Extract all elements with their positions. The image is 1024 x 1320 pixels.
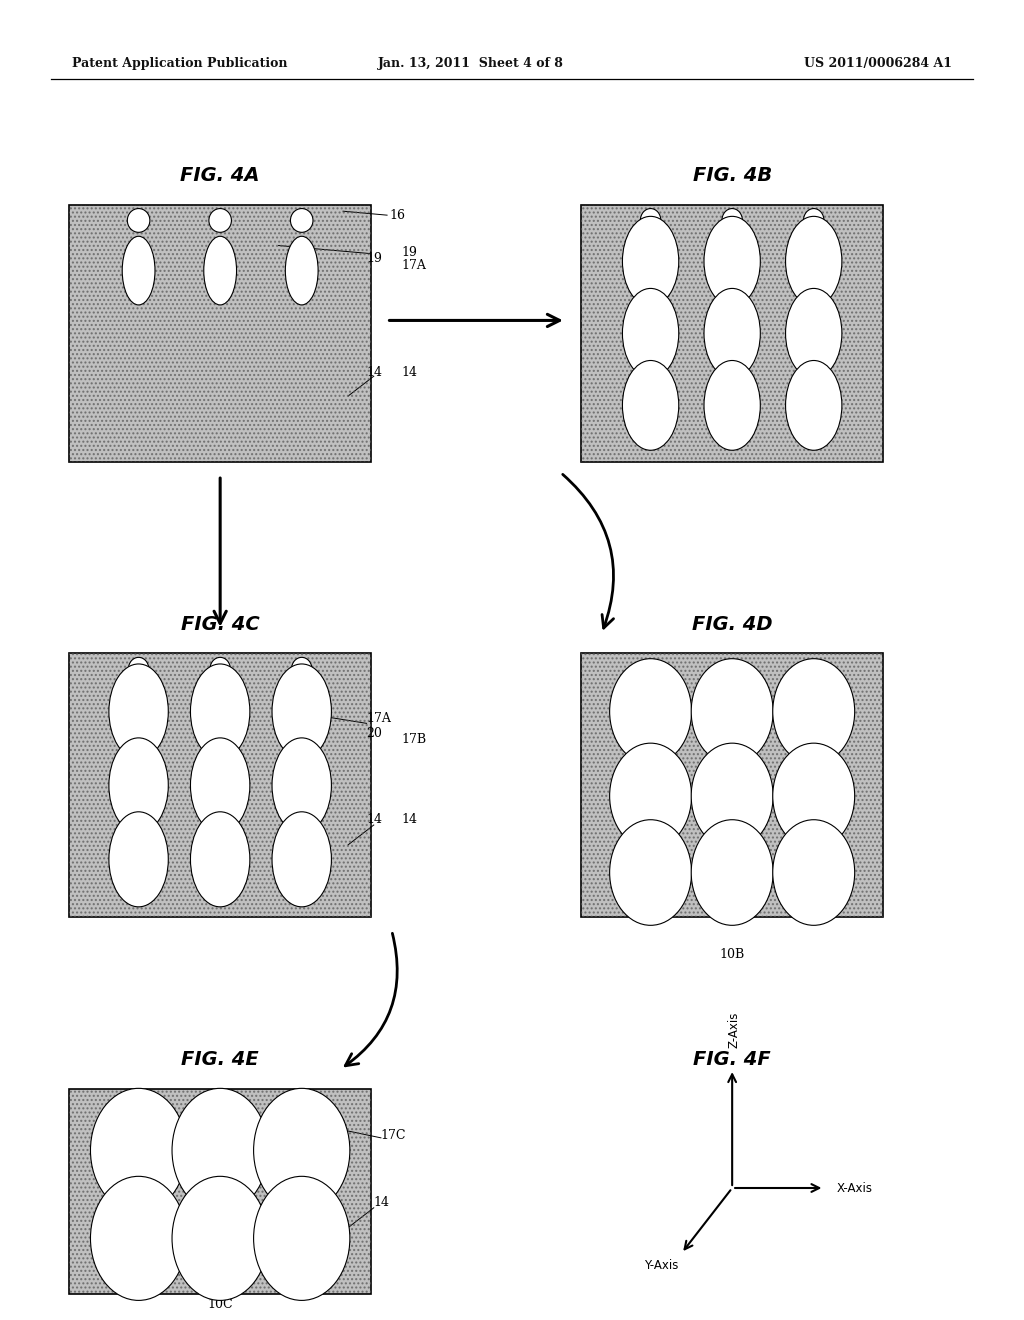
Ellipse shape (291, 209, 313, 232)
Bar (582, 653, 883, 917)
Ellipse shape (292, 657, 312, 681)
Circle shape (773, 659, 855, 764)
Ellipse shape (109, 812, 168, 907)
Ellipse shape (722, 209, 742, 232)
Circle shape (609, 743, 691, 849)
Ellipse shape (640, 209, 660, 232)
Circle shape (773, 743, 855, 849)
Circle shape (609, 659, 691, 764)
Ellipse shape (705, 360, 760, 450)
Text: X-Axis: X-Axis (837, 1181, 872, 1195)
Ellipse shape (122, 236, 155, 305)
Text: 14: 14 (401, 813, 418, 826)
Circle shape (90, 1088, 186, 1212)
Text: 17A: 17A (401, 259, 426, 272)
Ellipse shape (210, 657, 230, 681)
Text: Jan. 13, 2011  Sheet 4 of 8: Jan. 13, 2011 Sheet 4 of 8 (378, 57, 564, 70)
Ellipse shape (705, 216, 760, 306)
Circle shape (254, 1088, 350, 1212)
Text: Patent Application Publication: Patent Application Publication (72, 57, 287, 70)
Circle shape (609, 820, 691, 925)
Ellipse shape (190, 812, 250, 907)
Bar (70, 653, 371, 917)
Ellipse shape (623, 288, 679, 378)
Text: Y-Axis: Y-Axis (644, 1259, 679, 1272)
Bar (582, 205, 883, 462)
Ellipse shape (804, 209, 824, 232)
Ellipse shape (272, 812, 332, 907)
Text: 16: 16 (389, 209, 406, 222)
Ellipse shape (209, 209, 231, 232)
Bar (70, 205, 371, 462)
Circle shape (691, 820, 773, 925)
Text: FIG. 4D: FIG. 4D (692, 615, 772, 634)
Text: 14: 14 (374, 1196, 390, 1209)
Text: FIG. 4F: FIG. 4F (693, 1051, 771, 1069)
Text: 14: 14 (367, 813, 383, 826)
Circle shape (90, 1176, 186, 1300)
Ellipse shape (705, 288, 760, 378)
Ellipse shape (785, 288, 842, 378)
Text: US 2011/0006284 A1: US 2011/0006284 A1 (804, 57, 952, 70)
Text: 10B: 10B (720, 948, 744, 961)
Bar (70, 1089, 371, 1294)
Text: FIG. 4A: FIG. 4A (180, 166, 260, 185)
Circle shape (691, 743, 773, 849)
Text: 14: 14 (401, 366, 418, 379)
Ellipse shape (190, 664, 250, 759)
Circle shape (172, 1176, 268, 1300)
Ellipse shape (128, 657, 148, 681)
Text: Z-Axis: Z-Axis (728, 1011, 740, 1048)
Text: FIG. 4C: FIG. 4C (181, 615, 259, 634)
Text: 19: 19 (367, 252, 383, 265)
Text: FIG. 4B: FIG. 4B (692, 166, 772, 185)
Ellipse shape (623, 360, 679, 450)
Text: 17C: 17C (381, 1129, 407, 1142)
Circle shape (254, 1176, 350, 1300)
Ellipse shape (623, 216, 679, 306)
Bar (582, 653, 883, 917)
Text: 10C: 10C (207, 1298, 233, 1311)
Ellipse shape (109, 664, 168, 759)
Ellipse shape (286, 236, 318, 305)
Circle shape (773, 820, 855, 925)
Circle shape (172, 1088, 268, 1212)
Text: FIG. 4E: FIG. 4E (181, 1051, 259, 1069)
Ellipse shape (127, 209, 150, 232)
Ellipse shape (272, 738, 332, 833)
Ellipse shape (190, 738, 250, 833)
Ellipse shape (272, 664, 332, 759)
Ellipse shape (785, 216, 842, 306)
Bar (582, 205, 883, 462)
Text: 19: 19 (401, 246, 418, 259)
Bar (70, 1089, 371, 1294)
Bar (70, 205, 371, 462)
Text: 20: 20 (367, 727, 383, 741)
Ellipse shape (109, 738, 168, 833)
Text: 14: 14 (367, 366, 383, 379)
Text: 17B: 17B (401, 733, 427, 746)
Circle shape (691, 659, 773, 764)
Text: 17A: 17A (367, 711, 391, 725)
Ellipse shape (785, 360, 842, 450)
Bar (70, 653, 371, 917)
Ellipse shape (204, 236, 237, 305)
